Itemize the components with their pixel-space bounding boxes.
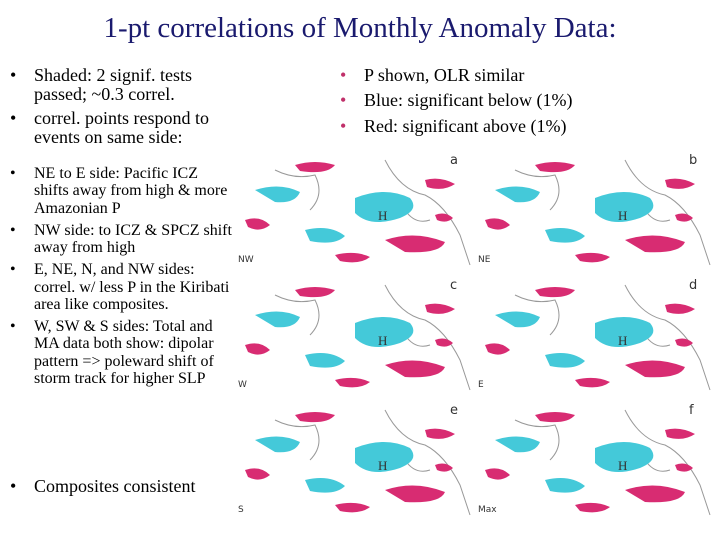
sub-bullet: W, SW & S sides: Total and MA data both … [8, 318, 233, 387]
bullet-list: P shown, OLR similar Blue: significant b… [338, 65, 708, 142]
panel-corner: Max [478, 505, 497, 515]
bullet: Blue: significant below (1%) [338, 90, 708, 111]
sub-bullet-list: NE to E side: Pacific ICZ shifts away fr… [8, 165, 233, 392]
panel-marker: H [618, 458, 627, 473]
slide-title: 1-pt correlations of Monthly Anomaly Dat… [103, 12, 617, 44]
panel-letter: b [689, 153, 697, 168]
bullet: Composites consistent [8, 476, 233, 497]
panel-marker: H [618, 208, 627, 223]
panel-letter: d [689, 278, 697, 293]
panel-corner: W [238, 380, 247, 390]
panel-letter: a [450, 153, 458, 168]
bullet: correl. points respond to events on same… [8, 108, 233, 148]
bullet: Shaded: 2 signif. tests passed; ~0.3 cor… [8, 65, 233, 105]
panel-corner: NW [238, 255, 254, 265]
panel-marker: H [378, 458, 387, 473]
panel-marker: H [618, 333, 627, 348]
panel-corner: E [478, 380, 484, 390]
panel-letter: e [450, 403, 458, 418]
bullet-list: Composites consistent [8, 476, 233, 497]
panel-letter: f [689, 403, 694, 418]
bullet: P shown, OLR similar [338, 65, 708, 86]
sub-bullet: NE to E side: Pacific ICZ shifts away fr… [8, 165, 233, 217]
panel-marker: H [378, 333, 387, 348]
sub-bullet: NW side: to ICZ & SPCZ shift away from h… [8, 222, 233, 257]
panel-corner: NE [478, 255, 491, 265]
sub-bullet: E, NE, N, and NW sides: correl. w/ less … [8, 261, 233, 313]
panel-corner: S [238, 505, 244, 515]
map-panels: a NW Hb NE Hc W Hd E He S Hf Max H [235, 150, 711, 519]
bullet: Red: significant above (1%) [338, 116, 708, 137]
panel-letter: c [450, 278, 457, 293]
bullet-list: Shaded: 2 signif. tests passed; ~0.3 cor… [8, 65, 233, 152]
panel-marker: H [378, 208, 387, 223]
